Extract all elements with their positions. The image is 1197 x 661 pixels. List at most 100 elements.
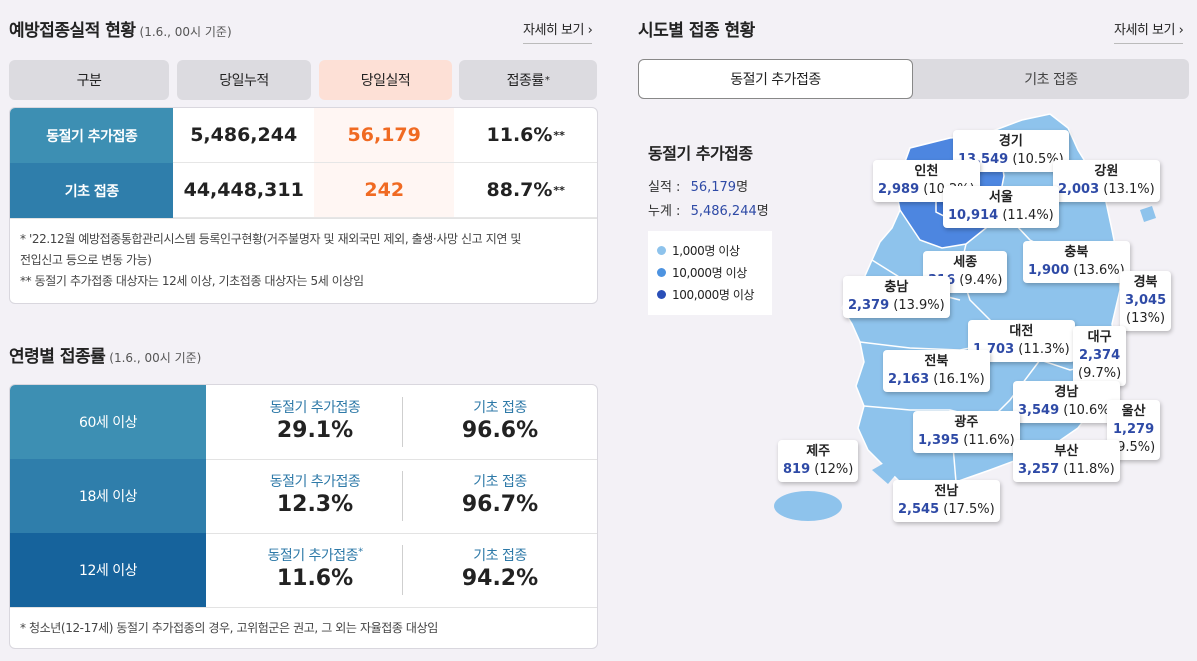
region-rate: (10.6%) (1063, 403, 1115, 418)
age-row-label: 18세 이상 (10, 459, 206, 533)
status-table: 동절기 추가접종 5,486,244 56,179 11.6% ** 기초 접종 … (9, 107, 598, 304)
region-count: 3,257 (1018, 462, 1060, 477)
age-basic-18: 기초 접종 96.7% (405, 471, 595, 517)
age-table: 60세 이상 18세 이상 12세 이상 동절기 추가접종 29.1% 기초 접… (9, 384, 598, 649)
region-value: 3,549 (10.6%) (1018, 402, 1115, 420)
age-row-label: 12세 이상 (10, 533, 206, 607)
right-more-link[interactable]: 자세히 보기 › (1114, 19, 1184, 44)
row-label: 기초 접종 (10, 163, 174, 218)
region-value: 2,545 (17.5%) (898, 501, 995, 519)
region-label-gyeongbuk[interactable]: 경북 3,045 (13%) (1120, 271, 1172, 331)
booster-label: 동절기 추가접종 (269, 474, 361, 490)
column-header-rate: 접종률 * (459, 60, 597, 100)
region-value: 3,045 (1125, 292, 1166, 310)
region-name: 충남 (884, 280, 909, 295)
region-rate: (13%) (1126, 311, 1166, 326)
tab-booster[interactable]: 동절기 추가접종 (638, 59, 913, 99)
row-rate: 11.6% ** (454, 108, 597, 163)
legend-label: 10,000명 이상 (672, 265, 747, 280)
region-label-jeju[interactable]: 제주 819 (12%) (778, 440, 859, 482)
region-label-gangwon[interactable]: 강원 2,003 (13.1%) (1053, 160, 1160, 202)
region-value: 2,003 (13.1%) (1058, 181, 1155, 199)
region-count: 1,395 (918, 433, 960, 448)
row-rate-value: 88.7% (486, 179, 553, 201)
map-island (872, 462, 898, 484)
map-jeju (774, 491, 842, 521)
legend-label: 1,000명 이상 (672, 243, 740, 258)
left-more-link[interactable]: 자세히 보기 › (523, 19, 593, 44)
region-label-jeonbuk[interactable]: 전북 2,163 (16.1%) (883, 350, 990, 392)
summary-box: 동절기 추가접종 실적 : 56,179명 누계 : 5,486,244명 (648, 140, 769, 219)
region-rate: (17.5%) (943, 502, 995, 517)
booster-label-mark: * (358, 546, 363, 558)
region-label-seoul[interactable]: 서울 10,914 (11.4%) (943, 186, 1059, 228)
region-name: 경기 (998, 134, 1023, 149)
footnote-1-line-b: 전입신고 등으로 변동 가능) (20, 253, 152, 267)
age-basic-12: 기초 접종 94.2% (405, 545, 595, 591)
region-rate: (12%) (814, 462, 854, 477)
region-name: 울산 (1121, 404, 1146, 419)
region-count: 10,914 (948, 208, 999, 223)
region-name: 부산 (1054, 444, 1079, 459)
basic-value: 96.6% (461, 418, 539, 443)
divider (402, 397, 403, 447)
region-rate: (11.3%) (1018, 342, 1070, 357)
region-count: 2,374 (1079, 348, 1121, 363)
region-name: 인천 (914, 164, 939, 179)
column-header-today: 당일실적 (319, 60, 452, 100)
region-rate: (9.7%) (1078, 366, 1122, 381)
summary-total: 누계 : 5,486,244명 (648, 200, 769, 219)
region-count: 2,989 (878, 182, 920, 197)
summary-daily: 실적 : 56,179명 (648, 176, 769, 195)
footnote-1-line-a: * '22.12월 예방접종통합관리시스템 등록인구현황(거주불명자 및 재외국… (20, 232, 522, 246)
region-label-chungbuk[interactable]: 충북 1,900 (13.6%) (1023, 241, 1130, 283)
row-rate-value: 11.6% (486, 124, 553, 146)
column-header-category: 구분 (9, 60, 169, 100)
age-booster-12: 동절기 추가접종* 11.6% (220, 545, 410, 591)
region-name: 대전 (1009, 324, 1034, 339)
map-island (1140, 206, 1156, 222)
region-rate: (11.8%) (1063, 462, 1115, 477)
age-section-subtitle: (1.6., 00시 기준) (109, 351, 202, 365)
region-value: 819 (12%) (783, 461, 853, 479)
tab-basic[interactable]: 기초 접종 (1024, 72, 1078, 88)
region-rate: (13.1%) (1103, 182, 1155, 197)
booster-label-text: 동절기 추가접종 (267, 548, 359, 564)
basic-label: 기초 접종 (473, 474, 527, 490)
region-label-busan[interactable]: 부산 3,257 (11.8%) (1013, 440, 1120, 482)
region-name: 충북 (1064, 245, 1089, 260)
row-today: 242 (313, 163, 455, 218)
booster-value: 11.6% (276, 566, 354, 591)
vaccination-status-heading: 예방접종실적 현황 (1.6., 00시 기준) (9, 16, 232, 41)
row-cumulative: 44,448,311 (173, 163, 314, 218)
region-label-gwangju[interactable]: 광주 1,395 (11.6%) (913, 411, 1020, 453)
region-rate: (16.1%) (933, 372, 985, 387)
row-rate: 88.7% ** (454, 163, 597, 218)
booster-label: 동절기 추가접종* (220, 545, 410, 565)
region-name: 경북 (1133, 275, 1158, 290)
row-rate-mark: ** (553, 128, 565, 142)
region-count: 819 (783, 462, 811, 477)
summary-daily-unit: 명 (736, 180, 749, 195)
column-header-cumulative: 당일누적 (177, 60, 311, 100)
legend-dot-icon (657, 289, 666, 299)
region-rate: (13.6%) (1073, 263, 1125, 278)
region-value: 2,379 (13.9%) (848, 297, 945, 315)
region-label-daegu[interactable]: 대구 2,374 (9.7%) (1073, 326, 1127, 386)
region-label-gyeongnam[interactable]: 경남 3,549 (10.6%) (1013, 381, 1120, 423)
region-name: 서울 (988, 190, 1013, 205)
region-value: 2,163 (16.1%) (888, 371, 985, 389)
basic-value: 94.2% (461, 566, 539, 591)
divider (206, 533, 597, 534)
row-cumulative: 5,486,244 (173, 108, 314, 163)
region-label-jeonnam[interactable]: 전남 2,545 (17.5%) (893, 480, 1000, 522)
table-row: 기초 접종 44,448,311 242 88.7% ** (10, 163, 597, 218)
divider (402, 471, 403, 521)
basic-label: 기초 접종 (473, 400, 527, 416)
age-basic-60: 기초 접종 96.6% (405, 397, 595, 443)
basic-value: 96.7% (461, 492, 539, 517)
region-label-chungnam[interactable]: 충남 2,379 (13.9%) (843, 276, 950, 318)
region-name: 전남 (934, 484, 959, 499)
booster-value: 12.3% (276, 492, 354, 517)
summary-title: 동절기 추가접종 (648, 144, 753, 163)
